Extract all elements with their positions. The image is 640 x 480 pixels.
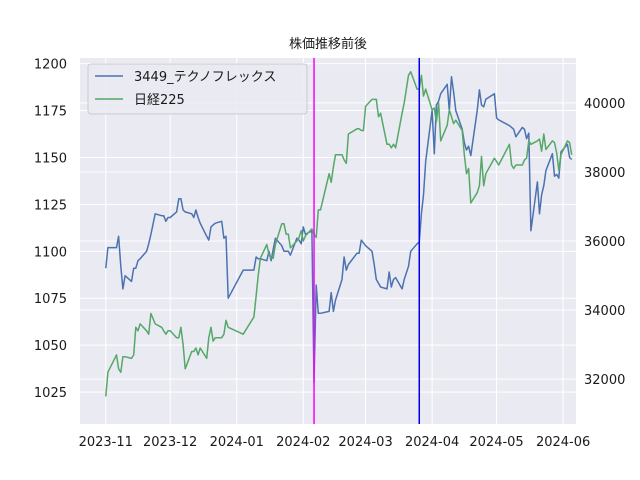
x-tick-label: 2023-12 xyxy=(143,435,197,450)
left-tick-label: 1150 xyxy=(34,151,67,166)
right-tick-label: 38000 xyxy=(584,166,625,181)
left-tick-label: 1175 xyxy=(34,105,67,120)
left-tick-label: 1075 xyxy=(34,292,67,307)
x-tick-label: 2024-05 xyxy=(469,435,523,450)
series-line-0 xyxy=(105,76,573,384)
right-tick-label: 32000 xyxy=(584,373,625,388)
series-line-1 xyxy=(105,71,573,397)
legend-label: 日経225 xyxy=(134,93,185,108)
x-tick-label: 2024-01 xyxy=(210,435,264,450)
right-axis-ticks: 32000 34000 36000 38000 40000 xyxy=(584,97,625,388)
x-axis-ticks: 2023-11 2023-12 2024-01 2024-02 2024-03 2024-… xyxy=(79,435,591,450)
grid xyxy=(80,58,576,424)
chart-title: 株価推移前後 xyxy=(289,36,367,52)
left-axis-ticks: 1025 1050 1075 1100 1125 1150 1175 1200 xyxy=(34,58,67,401)
left-tick-label: 1100 xyxy=(34,245,67,260)
x-tick-label: 2023-11 xyxy=(79,435,133,450)
legend-box xyxy=(87,63,308,115)
vertical-markers xyxy=(313,58,421,424)
legend-label: 3449_テクノフレックス xyxy=(134,70,276,85)
x-tick-label: 2024-06 xyxy=(536,435,590,450)
right-tick-label: 40000 xyxy=(584,97,625,112)
x-tick-label: 2024-04 xyxy=(405,435,459,450)
left-tick-label: 1050 xyxy=(34,339,67,354)
left-tick-label: 1200 xyxy=(34,58,67,73)
right-tick-label: 36000 xyxy=(584,235,625,250)
x-tick-label: 2024-02 xyxy=(276,435,330,450)
left-tick-label: 1125 xyxy=(34,198,67,213)
right-tick-label: 34000 xyxy=(584,304,625,319)
left-tick-label: 1025 xyxy=(34,386,67,401)
x-tick-label: 2024-03 xyxy=(338,435,392,450)
series-group xyxy=(105,71,573,397)
